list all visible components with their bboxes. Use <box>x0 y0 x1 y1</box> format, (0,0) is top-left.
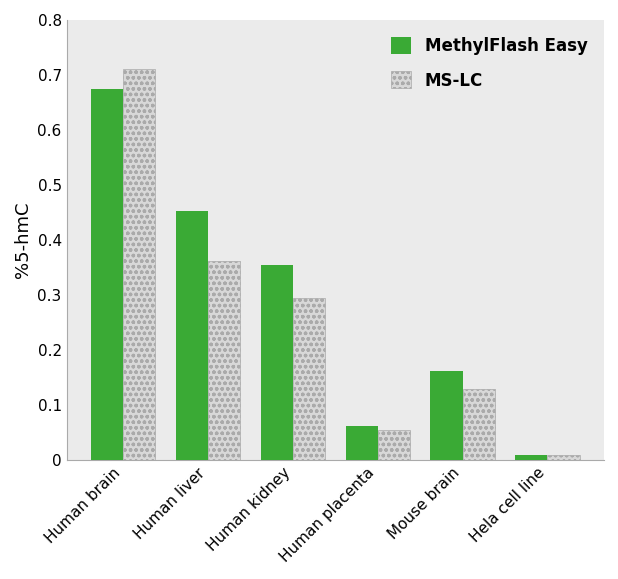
Bar <box>345 426 378 460</box>
Y-axis label: %5-hmC: %5-hmC <box>14 202 32 278</box>
Bar <box>548 455 580 460</box>
Bar <box>261 265 293 460</box>
Bar <box>463 389 495 460</box>
Bar <box>123 69 156 460</box>
Bar <box>293 298 325 460</box>
Bar <box>515 455 548 460</box>
Bar <box>430 371 463 460</box>
Legend: MethylFlash Easy, MS-LC: MethylFlash Easy, MS-LC <box>383 28 596 98</box>
Bar <box>91 89 123 460</box>
Bar <box>176 211 208 460</box>
Bar <box>208 261 240 460</box>
Bar <box>378 430 410 460</box>
